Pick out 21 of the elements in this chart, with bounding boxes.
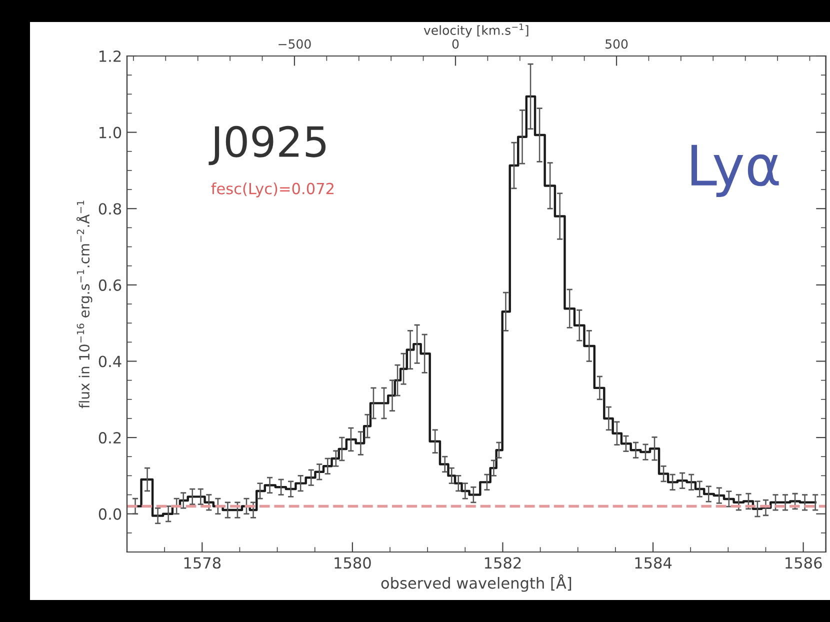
x-tick-label: 1586 xyxy=(786,557,822,569)
x2-tick-label: −500 xyxy=(278,39,311,49)
y-axis-title: flux in 10$^{−16}$ erg.s$^{−1}$.cm$^{−2}$.Å$^{−1}$ xyxy=(76,200,92,408)
y-tick-label: 0.2 xyxy=(98,432,121,444)
annotation: J0925 xyxy=(208,126,326,166)
x-tick-label: 1578 xyxy=(184,557,221,569)
y-tick-label: 0.0 xyxy=(98,508,122,520)
x-tick-label: 1580 xyxy=(334,557,371,569)
x-axis-title: observed wavelength [Å] xyxy=(381,574,572,592)
annotation: fesc(Lyc)=0.072 xyxy=(211,182,334,198)
x-tick-label: 1582 xyxy=(484,557,521,569)
x2-tick-label: 500 xyxy=(606,39,628,49)
y-tick-label: 0.8 xyxy=(98,203,122,215)
y-tick-label: 0.4 xyxy=(98,356,122,368)
y-tick-label: 1.0 xyxy=(100,126,122,138)
annotation: Lyα xyxy=(692,144,779,197)
x2-axis-title: velocity [km.s$^{−1}$] xyxy=(424,24,528,38)
y-tick-label: 0.6 xyxy=(98,279,122,291)
x-tick-label: 1584 xyxy=(635,557,672,569)
y-tick-label: 1.2 xyxy=(100,50,121,62)
x2-tick-label: 0 xyxy=(452,39,459,49)
